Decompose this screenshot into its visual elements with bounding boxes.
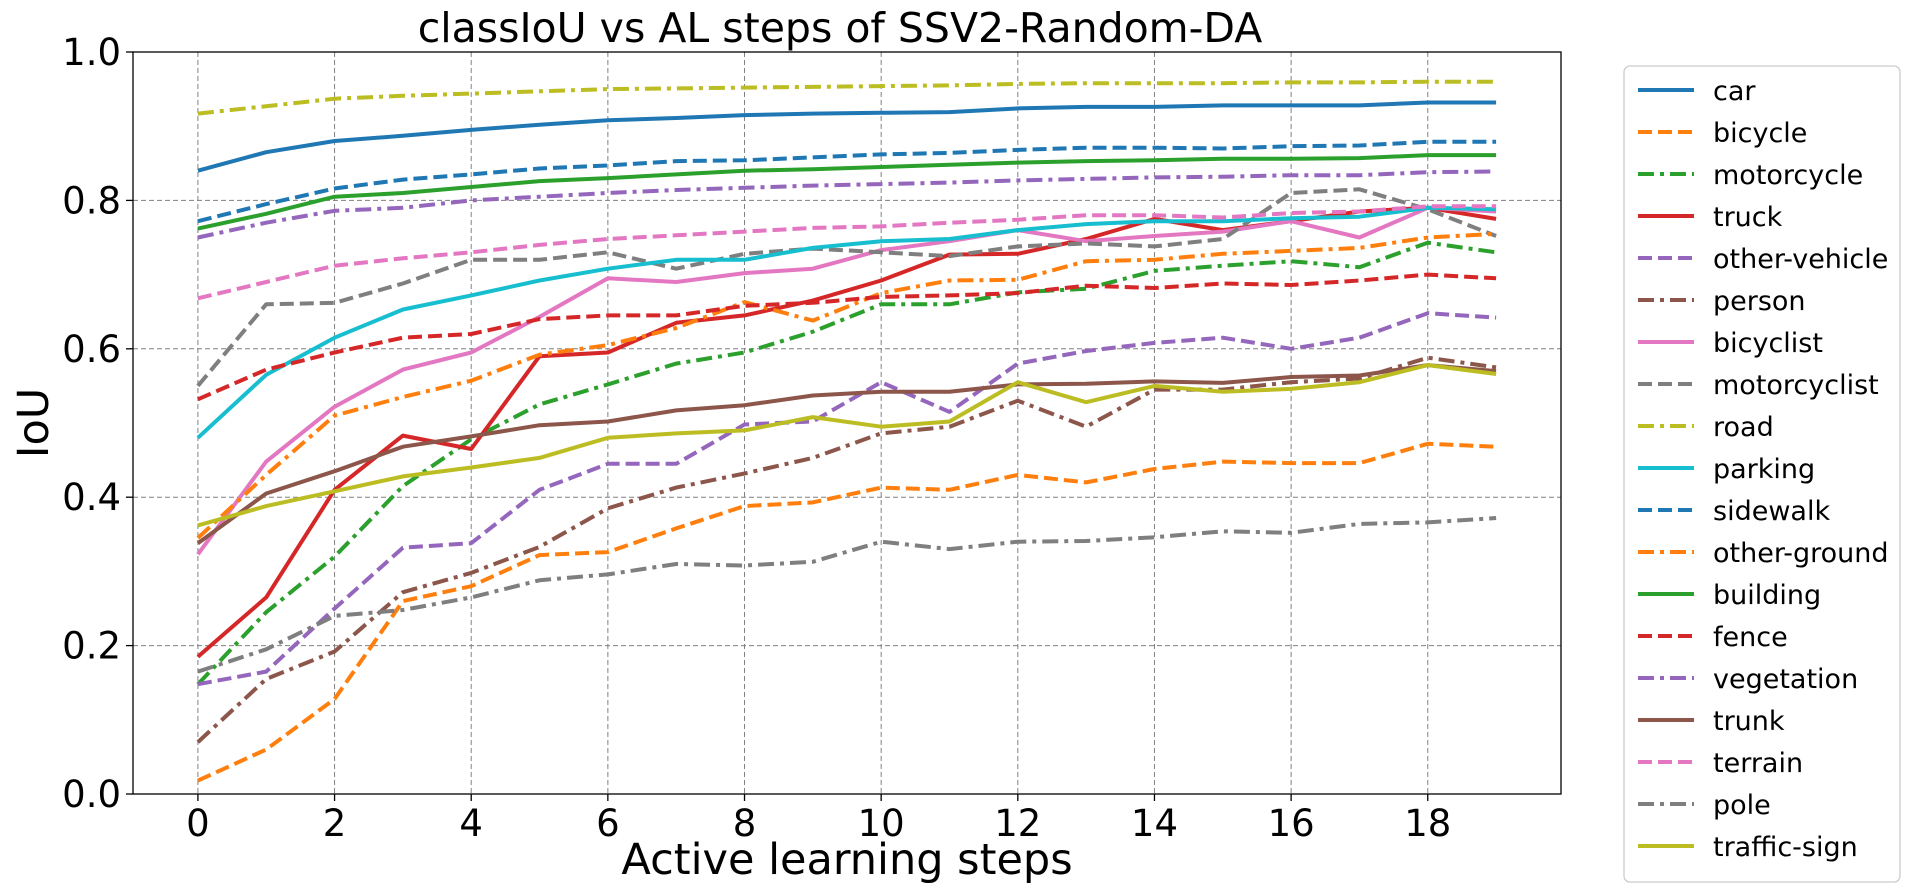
legend-item-sidewalk: sidewalk <box>1638 496 1830 527</box>
legend-label: person <box>1713 286 1806 317</box>
legend-label: traffic-sign <box>1713 832 1858 863</box>
x-tick-label: 6 <box>596 802 620 845</box>
x-axis-label: Active learning steps <box>621 835 1072 885</box>
legend-label: fence <box>1713 622 1788 653</box>
legend-label: other-vehicle <box>1713 244 1888 275</box>
legend-item-person: person <box>1638 286 1806 317</box>
y-tick-label: 1.0 <box>62 31 121 74</box>
y-axis-label: IoU <box>9 388 59 458</box>
legend-item-traffic-sign: traffic-sign <box>1638 832 1858 863</box>
series-line-building <box>197 153 1497 231</box>
y-tick-label: 0.2 <box>62 625 121 668</box>
series-lines <box>196 79 1497 783</box>
x-tick-label: 18 <box>1404 802 1451 845</box>
series-line-motorcyclist <box>196 187 1497 388</box>
legend-item-motorcyclist: motorcyclist <box>1638 370 1879 401</box>
series-line-person <box>196 355 1497 744</box>
legend-item-fence: fence <box>1638 622 1788 653</box>
legend-label: vegetation <box>1713 664 1858 695</box>
legend-label: bicycle <box>1713 118 1807 149</box>
x-tick-label: 10 <box>858 802 905 845</box>
chart-title: classIoU vs AL steps of SSV2-Random-DA <box>418 4 1263 52</box>
legend-item-road: road <box>1638 412 1774 443</box>
legend-item-building: building <box>1638 580 1821 611</box>
series-line-bicycle <box>197 441 1497 783</box>
series-line-pole <box>197 516 1497 674</box>
series-line-trunk <box>196 363 1497 545</box>
x-tick-label: 8 <box>733 802 757 845</box>
legend-label: other-ground <box>1713 538 1888 569</box>
legend-item-car: car <box>1638 76 1756 107</box>
series-line-terrain <box>197 204 1497 301</box>
legend-label: terrain <box>1713 748 1803 779</box>
series-line-vegetation <box>197 169 1497 240</box>
series-line-car <box>197 100 1497 173</box>
legend-item-other-vehicle: other-vehicle <box>1638 244 1888 275</box>
y-tick-label: 0.6 <box>62 328 121 371</box>
legend-item-parking: parking <box>1638 454 1815 485</box>
x-tick-label: 4 <box>459 802 483 845</box>
legend-item-pole: pole <box>1638 790 1771 821</box>
plot-frame <box>132 51 1562 795</box>
legend-item-bicyclist: bicyclist <box>1638 328 1823 359</box>
legend-item-trunk: trunk <box>1638 706 1785 737</box>
legend: car bicycle motorcycle truck other-vehicle pe… <box>1623 65 1901 883</box>
series-line-parking <box>196 205 1497 440</box>
series-line-bicyclist <box>196 205 1497 556</box>
series-line-sidewalk <box>197 139 1497 224</box>
x-tick-label: 16 <box>1268 802 1315 845</box>
legend-label: bicyclist <box>1713 328 1823 359</box>
legend-item-vegetation: vegetation <box>1638 664 1858 695</box>
series-line-truck <box>196 205 1497 659</box>
series-line-fence <box>197 272 1497 402</box>
series-line-road <box>197 79 1497 116</box>
legend-item-bicycle: bicycle <box>1638 118 1807 149</box>
legend-label: parking <box>1713 454 1815 485</box>
y-tick-label: 0.4 <box>62 476 121 519</box>
y-tick-label: 0.0 <box>62 773 121 816</box>
series-line-other-vehicle <box>197 311 1497 687</box>
series-line-motorcycle <box>196 240 1497 686</box>
legend-item-motorcycle: motorcycle <box>1638 160 1863 191</box>
y-tick-label: 0.8 <box>62 179 121 222</box>
legend-label: building <box>1713 580 1821 611</box>
legend-item-terrain: terrain <box>1638 748 1803 779</box>
series-line-traffic-sign <box>197 363 1497 528</box>
y-axis: 0.0 0.2 0.4 0.6 0.8 1.0 <box>62 31 133 816</box>
legend-label: road <box>1713 412 1774 443</box>
series-line-other-ground <box>196 231 1497 540</box>
x-tick-label: 12 <box>994 802 1041 845</box>
legend-label: sidewalk <box>1713 496 1830 527</box>
legend-label: truck <box>1713 202 1783 233</box>
legend-label: motorcyclist <box>1713 370 1879 401</box>
x-axis: 0 2 4 6 8 10 12 14 16 18 <box>186 794 1451 845</box>
legend-label: pole <box>1713 790 1771 821</box>
x-tick-label: 0 <box>186 802 210 845</box>
legend-item-truck: truck <box>1638 202 1783 233</box>
legend-item-other-ground: other-ground <box>1638 538 1888 569</box>
x-tick-label: 2 <box>323 802 347 845</box>
legend-label: motorcycle <box>1713 160 1863 191</box>
legend-label: car <box>1713 76 1756 107</box>
x-tick-label: 14 <box>1131 802 1178 845</box>
legend-label: trunk <box>1713 706 1785 737</box>
